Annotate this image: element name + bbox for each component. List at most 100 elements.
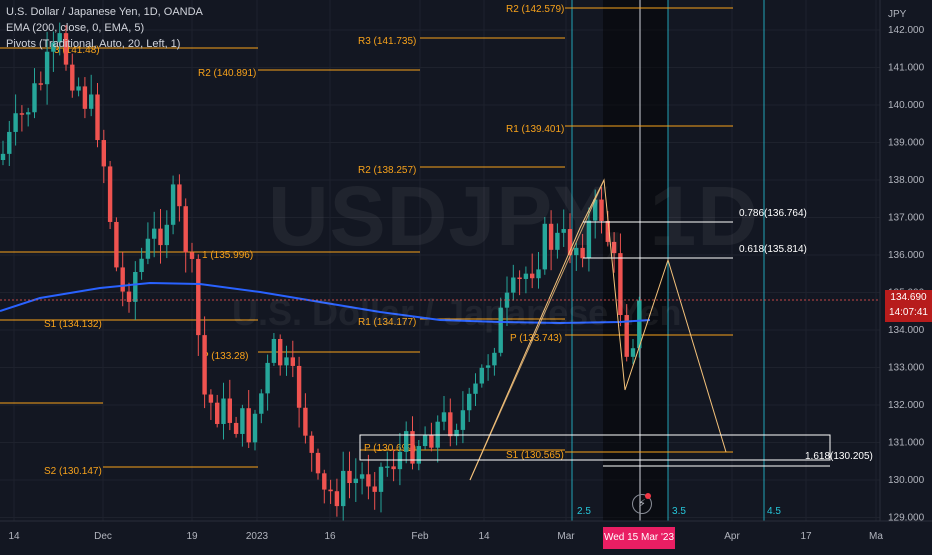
candle-body bbox=[366, 474, 371, 487]
candle-body bbox=[7, 131, 12, 154]
candle-body bbox=[164, 224, 169, 246]
candle-body bbox=[152, 228, 157, 239]
price-tick-label: 137.000 bbox=[888, 213, 925, 224]
candle-body bbox=[183, 206, 188, 253]
candle-body bbox=[70, 64, 75, 91]
candle-body bbox=[322, 473, 327, 490]
candle-body bbox=[504, 292, 510, 308]
candle-body bbox=[353, 478, 358, 484]
candle-body bbox=[548, 223, 554, 250]
candle-body bbox=[133, 272, 138, 302]
candle-body bbox=[334, 491, 340, 507]
pivot-label: R2 (142.579) bbox=[506, 4, 564, 15]
candle-body bbox=[460, 410, 466, 430]
candle-body bbox=[189, 252, 195, 259]
time-tick-label: Ma bbox=[869, 531, 883, 542]
harmonic-pattern bbox=[469, 178, 727, 481]
candle-body bbox=[271, 338, 277, 363]
candle-body bbox=[410, 431, 415, 464]
candle-body bbox=[498, 307, 503, 353]
candle-body bbox=[448, 412, 453, 437]
legend-pivots[interactable]: Pivots (Traditional, Auto, 20, Left, 1) bbox=[6, 38, 181, 50]
current-price: 134.690 bbox=[890, 292, 927, 303]
candle-body bbox=[63, 33, 69, 65]
candle-body bbox=[296, 365, 302, 408]
pivot-label: 3 (141.48) bbox=[54, 45, 100, 56]
candle-body bbox=[605, 220, 610, 242]
candle-body bbox=[441, 412, 447, 422]
candle-body bbox=[107, 166, 113, 222]
candle-body bbox=[76, 86, 81, 91]
time-tick-label: Apr bbox=[724, 531, 740, 542]
price-axis-bg bbox=[880, 0, 932, 521]
candle-body bbox=[139, 258, 144, 273]
candle-body bbox=[511, 277, 516, 293]
candle-body bbox=[290, 357, 295, 366]
price-tick-label: 130.000 bbox=[888, 475, 925, 486]
candle-body bbox=[416, 446, 421, 464]
candle-body bbox=[492, 352, 497, 366]
cycle-label: 2.5 bbox=[577, 506, 591, 517]
time-tick-label: 16 bbox=[324, 531, 336, 542]
legend-symbol[interactable]: U.S. Dollar / Japanese Yen, 1D, OANDA bbox=[6, 6, 203, 18]
fib-levels: 0.786(136.764) 0.618(135.814) 1.618(130.20… bbox=[359, 208, 873, 467]
candle-body bbox=[429, 435, 434, 448]
candle-body bbox=[259, 393, 264, 414]
pivot-label: R2 (138.257) bbox=[358, 165, 416, 176]
pattern-line bbox=[469, 178, 727, 481]
candle-body bbox=[26, 112, 31, 115]
fib-box bbox=[359, 434, 831, 461]
candle-body bbox=[32, 83, 37, 113]
candle-body bbox=[530, 273, 535, 279]
cycle-label: 3.5 bbox=[672, 506, 686, 517]
candle-body bbox=[145, 238, 151, 259]
current-price-tag: 134.690 14:07:41 bbox=[885, 290, 932, 322]
candle-body bbox=[196, 258, 201, 336]
candle-body bbox=[567, 229, 573, 256]
candle-body bbox=[177, 184, 182, 207]
candle-body bbox=[120, 267, 125, 292]
time-tick-label: Mar bbox=[557, 531, 575, 542]
candle-body bbox=[454, 429, 459, 437]
price-tick-label: 129.000 bbox=[888, 513, 925, 524]
lightning-icon[interactable]: ⚡ bbox=[632, 494, 652, 514]
candle-body bbox=[114, 221, 119, 268]
candles bbox=[0, 22, 642, 521]
price-tick-label: 140.000 bbox=[888, 100, 925, 111]
price-tick-label: 136.000 bbox=[888, 250, 925, 261]
pivot-label: P (133.28) bbox=[202, 351, 249, 362]
candle-body bbox=[215, 402, 220, 424]
fib-label: 1.618(130.205) bbox=[805, 451, 873, 462]
pivot-label: R2 (140.891) bbox=[198, 68, 256, 79]
candle-body bbox=[599, 199, 604, 221]
fib-label: 0.618(135.814) bbox=[739, 244, 807, 255]
cycle-label: 4.5 bbox=[767, 506, 781, 517]
candle-body bbox=[170, 184, 176, 225]
pivot-lines: R2 (142.579) R3 (141.735) R2 (140.891) R1 (… bbox=[0, 4, 733, 477]
candle-body bbox=[95, 94, 100, 141]
candle-body bbox=[202, 335, 207, 395]
candle-body bbox=[328, 489, 333, 492]
candle-body bbox=[473, 383, 478, 394]
legend-ema[interactable]: EMA (200, close, 0, EMA, 5) bbox=[6, 22, 145, 34]
price-tick-label: 132.000 bbox=[888, 400, 925, 411]
candle-body bbox=[278, 338, 283, 366]
candle-body bbox=[252, 413, 258, 443]
candle-body bbox=[624, 315, 629, 357]
candle-body bbox=[233, 422, 239, 434]
candle-body bbox=[618, 253, 623, 316]
candle-body bbox=[51, 42, 56, 52]
candle-body bbox=[523, 273, 529, 279]
currency-label: JPY bbox=[888, 9, 907, 20]
candle-body bbox=[561, 229, 566, 233]
time-axis-bg bbox=[0, 521, 932, 550]
candle-body bbox=[0, 153, 6, 160]
notification-dot bbox=[645, 493, 651, 499]
time-tick-label: 14 bbox=[478, 531, 490, 542]
candle-body bbox=[637, 300, 642, 349]
pivot-label: P (130.699) bbox=[364, 443, 416, 454]
price-tick-label: 141.000 bbox=[888, 63, 925, 74]
